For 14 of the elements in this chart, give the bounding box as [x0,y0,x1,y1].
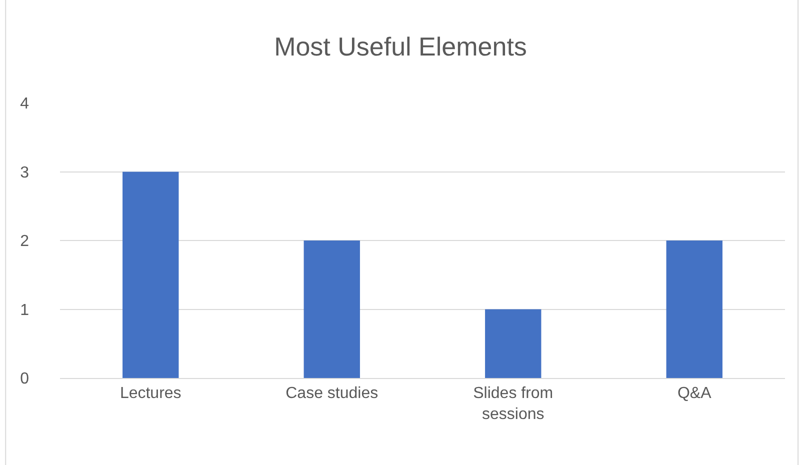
bar [666,240,722,378]
x-tick-label: Case studies [286,385,378,402]
y-tick-label: 0 [20,370,30,388]
chart-title: Most Useful Elements [274,32,527,62]
bar [485,309,542,378]
y-tick-label: 1 [20,302,30,319]
bar [122,172,179,378]
x-tick-label: Slides from sessions [473,385,554,423]
bar [304,240,360,378]
x-tick-label: Lectures [120,385,182,402]
y-tick-label: 3 [20,164,30,182]
y-tick-label: 4 [20,96,30,113]
x-tick-label: Q&A [677,385,712,402]
y-tick-label: 2 [20,233,30,250]
